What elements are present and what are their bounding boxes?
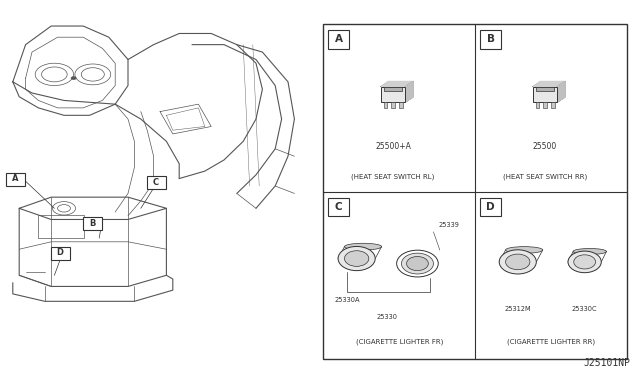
Text: 25500: 25500	[533, 142, 557, 151]
Ellipse shape	[344, 251, 369, 266]
Text: A: A	[335, 35, 342, 44]
Ellipse shape	[568, 251, 602, 273]
Bar	[536, 87, 554, 91]
FancyBboxPatch shape	[6, 173, 25, 186]
Polygon shape	[533, 81, 565, 87]
Ellipse shape	[401, 253, 433, 274]
Bar	[399, 102, 403, 108]
Bar	[323, 24, 627, 359]
Bar	[384, 87, 402, 91]
Bar	[536, 102, 540, 108]
Polygon shape	[557, 81, 565, 102]
Text: (CIGARETTE LIGHTER RR): (CIGARETTE LIGHTER RR)	[507, 339, 595, 346]
Bar	[533, 87, 557, 102]
Bar	[391, 102, 395, 108]
Text: A: A	[12, 174, 19, 183]
Ellipse shape	[499, 250, 536, 274]
Ellipse shape	[344, 243, 381, 250]
Text: B: B	[89, 219, 95, 228]
Ellipse shape	[573, 248, 607, 254]
Ellipse shape	[338, 246, 375, 270]
Text: B: B	[486, 35, 495, 44]
Polygon shape	[381, 81, 413, 87]
FancyBboxPatch shape	[147, 176, 166, 189]
Text: (HEAT SEAT SWITCH RL): (HEAT SEAT SWITCH RL)	[351, 173, 435, 180]
Ellipse shape	[574, 255, 595, 269]
Bar	[383, 102, 387, 108]
FancyBboxPatch shape	[328, 198, 349, 216]
Ellipse shape	[397, 250, 438, 277]
Text: 25330: 25330	[376, 314, 397, 320]
Bar	[543, 102, 547, 108]
Text: D: D	[486, 202, 495, 212]
Text: 25500+A: 25500+A	[375, 142, 411, 151]
Text: 25330A: 25330A	[334, 297, 360, 304]
FancyBboxPatch shape	[83, 217, 102, 230]
Bar	[551, 102, 555, 108]
FancyBboxPatch shape	[480, 30, 502, 49]
Bar	[381, 87, 405, 102]
Text: 25312M: 25312M	[504, 306, 531, 312]
Circle shape	[71, 77, 76, 80]
Text: (HEAT SEAT SWITCH RR): (HEAT SEAT SWITCH RR)	[503, 173, 588, 180]
Polygon shape	[405, 81, 413, 102]
Ellipse shape	[506, 254, 530, 270]
Text: 25330C: 25330C	[572, 306, 598, 312]
FancyBboxPatch shape	[38, 215, 84, 238]
Ellipse shape	[406, 257, 428, 271]
Text: C: C	[335, 202, 342, 212]
Text: C: C	[153, 178, 159, 187]
Ellipse shape	[506, 247, 543, 253]
Text: 25339: 25339	[439, 222, 460, 228]
Text: D: D	[57, 248, 63, 257]
Text: J25101NP: J25101NP	[584, 357, 630, 368]
Text: (CIGARETTE LIGHTER FR): (CIGARETTE LIGHTER FR)	[355, 339, 443, 346]
FancyBboxPatch shape	[51, 247, 70, 260]
FancyBboxPatch shape	[328, 30, 349, 49]
FancyBboxPatch shape	[480, 198, 502, 216]
